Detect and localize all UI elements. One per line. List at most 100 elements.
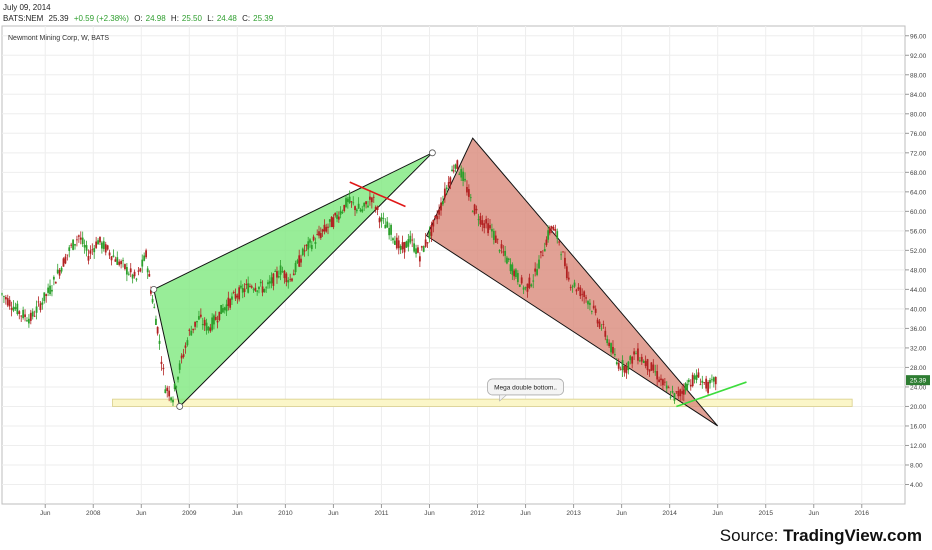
y-tick-label: 56.00 xyxy=(910,228,927,235)
candle-body xyxy=(77,235,80,237)
candle-body xyxy=(436,216,439,220)
x-tick-label: Jun xyxy=(328,510,339,517)
candle-body xyxy=(243,288,246,292)
candle-body xyxy=(617,362,620,369)
candle-body xyxy=(699,384,702,386)
source-credit: Source: TradingView.com xyxy=(720,526,922,546)
drawing-handle xyxy=(428,149,436,157)
candle-body xyxy=(681,391,684,394)
candle-body xyxy=(166,387,169,392)
candle-body xyxy=(341,212,344,213)
candle-body xyxy=(638,360,641,362)
candle-body xyxy=(677,391,680,397)
candle-body xyxy=(361,209,364,212)
y-tick-label: 60.00 xyxy=(910,209,927,216)
candle-body xyxy=(621,360,624,371)
candle-body xyxy=(663,381,666,383)
candle-body xyxy=(192,328,195,331)
y-tick-label: 80.00 xyxy=(910,111,927,118)
candle-body xyxy=(177,376,179,380)
candle-body xyxy=(567,277,570,280)
candle-body xyxy=(186,340,189,346)
header-high-label: H: xyxy=(170,14,179,23)
candle-body xyxy=(686,384,689,391)
candle-body xyxy=(504,250,507,256)
candle-body xyxy=(650,362,653,371)
candle-body xyxy=(8,299,11,307)
candle-body xyxy=(712,377,715,382)
candle-body xyxy=(35,306,38,313)
candle-body xyxy=(33,315,36,317)
candle-body xyxy=(236,295,239,298)
candle-body xyxy=(530,284,533,287)
candle-body xyxy=(91,249,94,251)
candle-body xyxy=(112,255,115,257)
candle-body xyxy=(456,160,459,169)
candle-body xyxy=(498,250,501,252)
x-tick-label: Jun xyxy=(712,510,723,517)
candle-body xyxy=(445,187,448,190)
candle-body xyxy=(270,277,273,284)
candle-body xyxy=(604,330,607,337)
candle-body xyxy=(703,382,706,383)
candle-body xyxy=(168,390,171,397)
candle-body xyxy=(52,276,55,280)
candle-body xyxy=(695,374,698,380)
candle-body xyxy=(467,189,470,197)
candle-body xyxy=(198,316,200,320)
candle-body xyxy=(327,226,329,228)
candle-body xyxy=(182,354,185,357)
candle-body xyxy=(454,164,457,169)
candle-body xyxy=(76,239,78,241)
candle-body xyxy=(211,317,214,330)
candle-body xyxy=(395,237,398,249)
candle-body xyxy=(635,353,637,355)
candle-body xyxy=(345,198,347,207)
candle-body xyxy=(627,361,630,371)
red-wedge xyxy=(425,137,719,427)
candle-body xyxy=(256,290,259,292)
candle-body xyxy=(610,343,612,353)
candle-body xyxy=(637,348,639,361)
candle-body xyxy=(581,293,584,295)
candle-body xyxy=(560,254,562,256)
candle-body xyxy=(442,201,444,205)
x-tick-label: 2015 xyxy=(758,510,773,517)
candle-body xyxy=(296,260,299,264)
candle-body xyxy=(355,209,358,212)
candle-body xyxy=(27,318,30,324)
candle-body xyxy=(254,287,257,291)
candle-body xyxy=(16,303,19,315)
candle-body xyxy=(143,255,146,261)
candle-body xyxy=(449,177,452,184)
candle-body xyxy=(528,277,531,288)
candle-body xyxy=(330,216,333,228)
candle-body xyxy=(598,321,601,328)
candle-body xyxy=(438,209,440,215)
candle-body xyxy=(469,197,472,199)
candle-body xyxy=(292,273,295,276)
candle-body xyxy=(85,245,88,251)
candle-body xyxy=(646,359,649,371)
candle-body xyxy=(334,212,337,216)
candle-body xyxy=(516,273,519,283)
candle-body xyxy=(272,273,275,286)
candle-body xyxy=(440,202,442,211)
candle-body xyxy=(571,286,574,288)
candle-body xyxy=(489,225,491,229)
candle-body xyxy=(500,244,503,249)
candle-body xyxy=(536,269,538,275)
x-tick-label: 2010 xyxy=(278,510,293,517)
candle-body xyxy=(596,319,599,324)
candle-body xyxy=(348,196,351,204)
candle-body xyxy=(66,254,69,256)
candle-body xyxy=(682,389,685,395)
candle-body xyxy=(506,257,508,264)
candle-body xyxy=(149,289,152,294)
header-symbol: BATS:NEM xyxy=(3,14,44,23)
candle-body xyxy=(428,231,431,239)
candle-body xyxy=(79,237,82,240)
candle-body xyxy=(227,297,230,306)
candle-body xyxy=(705,378,708,389)
